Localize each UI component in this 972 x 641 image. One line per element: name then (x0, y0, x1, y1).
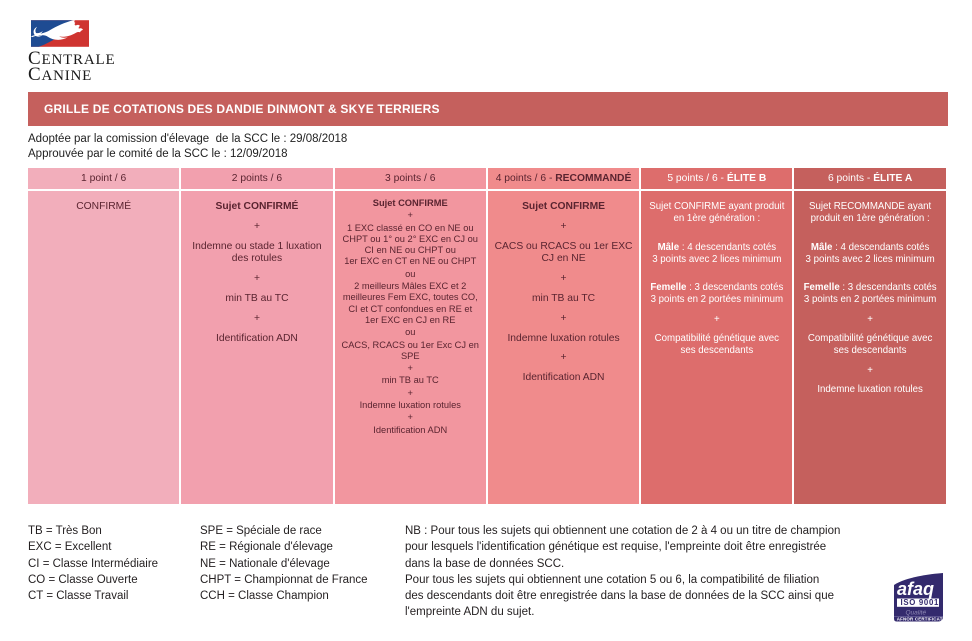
svg-text:ISO 9001: ISO 9001 (901, 598, 940, 607)
svg-text:AFNOR CERTIFICATION: AFNOR CERTIFICATION (897, 616, 945, 621)
svg-text:afaq: afaq (897, 579, 934, 599)
svg-text:Qualité: Qualité (906, 609, 927, 616)
